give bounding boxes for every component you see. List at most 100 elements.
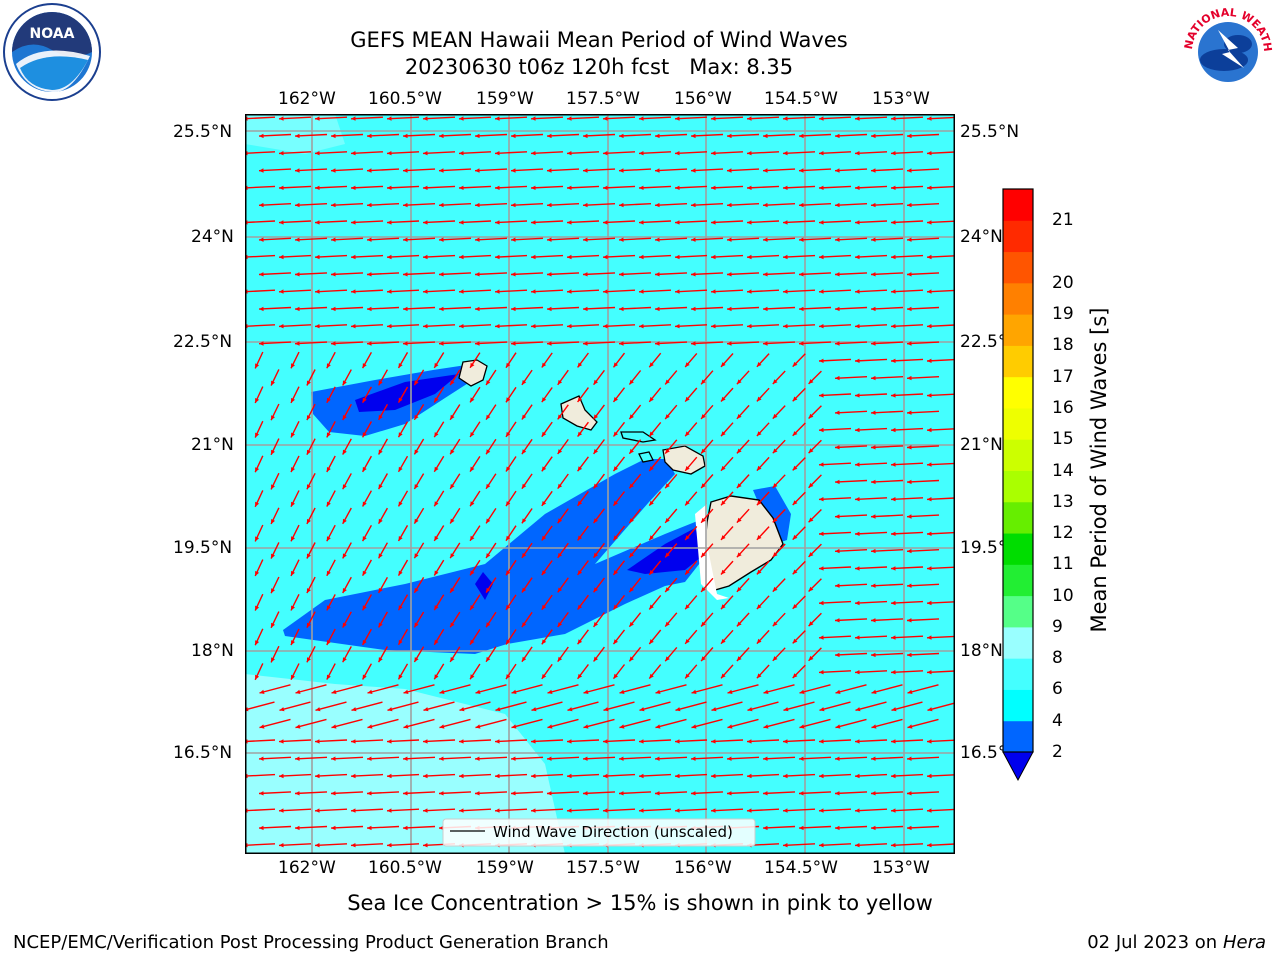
wind-wave-arrow — [258, 168, 292, 172]
footer-date-text: 02 Jul 2023 on — [1087, 932, 1223, 953]
wind-wave-arrow-head — [629, 552, 634, 558]
wind-wave-arrow — [618, 133, 652, 137]
wind-wave-arrow — [547, 684, 579, 694]
wind-wave-arrow-head — [685, 569, 690, 575]
wind-wave-arrow-head — [439, 306, 444, 312]
wind-wave-arrow-head — [315, 773, 320, 779]
wind-wave-arrow-head — [295, 756, 300, 761]
wind-wave-arrow-head — [855, 116, 860, 121]
wind-wave-arrow — [710, 220, 744, 224]
wind-wave-arrow-head — [907, 756, 912, 761]
wind-wave-arrow — [438, 168, 472, 172]
wind-wave-arrow-head — [685, 604, 690, 610]
wind-wave-arrow — [870, 168, 904, 172]
wind-wave-arrow-head — [295, 306, 300, 312]
colorbar-bin — [1003, 564, 1033, 597]
wind-wave-arrow-head — [891, 254, 896, 260]
wind-wave-arrow — [711, 701, 743, 711]
wind-wave-arrow-head — [495, 185, 500, 190]
wind-wave-arrow-head — [547, 133, 552, 139]
wind-wave-arrow — [475, 718, 507, 729]
wind-wave-arrow-head — [799, 825, 804, 831]
wind-wave-arrow — [870, 756, 904, 760]
lat-tick-right: 18°N — [960, 641, 1003, 661]
wind-wave-arrow-head — [855, 151, 860, 156]
wind-wave-arrow-head — [434, 501, 439, 507]
wind-wave-arrow-head — [855, 497, 860, 502]
wind-wave-arrow — [726, 306, 760, 310]
wind-wave-arrow-head — [259, 825, 264, 831]
wind-wave-arrow — [566, 151, 600, 155]
wind-wave-arrow-head — [271, 415, 275, 421]
wind-wave-arrow-head — [259, 306, 264, 312]
wind-wave-arrow-head — [577, 466, 583, 472]
wind-wave-arrow — [566, 116, 600, 120]
wind-wave-arrow — [330, 791, 364, 795]
wind-wave-arrow-head — [255, 398, 260, 403]
wind-wave-arrow-head — [808, 448, 814, 454]
wind-wave-arrow-head — [927, 707, 933, 712]
wind-wave-arrow — [726, 133, 760, 137]
wind-wave-arrow-head — [891, 600, 896, 606]
wind-wave-arrow-head — [721, 396, 726, 402]
wind-wave-arrow-head — [711, 254, 716, 260]
wind-wave-arrow — [690, 306, 724, 310]
wind-wave-arrow-head — [475, 689, 481, 694]
wind-wave-arrow — [818, 220, 852, 224]
wind-wave-arrow — [906, 549, 940, 552]
wind-wave-arrow-head — [907, 375, 912, 381]
wind-wave-arrow-head — [470, 466, 475, 472]
wind-wave-arrow-head — [649, 569, 654, 575]
wind-wave-arrow-head — [603, 116, 608, 121]
wind-wave-arrow-head — [619, 306, 624, 312]
wind-wave-arrow-head — [711, 707, 717, 712]
wind-wave-arrow-head — [450, 657, 455, 662]
wind-wave-arrow — [386, 116, 420, 120]
wind-wave-arrow-head — [639, 707, 645, 712]
wind-wave-arrow — [854, 773, 888, 777]
footer-host: Hera — [1222, 932, 1266, 953]
wind-wave-arrow-head — [701, 587, 706, 592]
wind-wave-arrow — [854, 635, 888, 639]
wind-wave-arrow-head — [871, 237, 876, 242]
wind-wave-arrow-head — [763, 724, 769, 729]
wind-wave-arrow-head — [403, 202, 408, 208]
wind-wave-arrow — [474, 272, 508, 276]
wind-wave-arrow-head — [306, 415, 311, 421]
wind-wave-arrow-head — [567, 773, 572, 779]
wind-wave-arrow-head — [486, 553, 491, 558]
wind-wave-arrow — [422, 116, 456, 120]
wind-wave-arrow-head — [772, 552, 778, 557]
wind-wave-arrow-head — [271, 588, 275, 594]
wind-wave-arrow — [511, 684, 543, 694]
wind-wave-arrow-head — [603, 808, 608, 813]
wind-wave-arrow-head — [531, 151, 536, 156]
wind-wave-arrow — [386, 773, 420, 777]
wind-wave-arrow-head — [891, 462, 896, 467]
wind-wave-arrow-head — [475, 341, 480, 346]
wind-wave-arrow-head — [907, 202, 912, 208]
wind-wave-arrow-head — [655, 306, 660, 312]
wind-wave-arrow-head — [531, 324, 536, 329]
colorbar-tick: 4 — [1052, 710, 1063, 731]
wind-wave-arrow — [495, 701, 527, 711]
wind-wave-arrow-head — [557, 379, 563, 385]
wind-wave-arrow — [835, 684, 867, 694]
wind-wave-arrow — [654, 237, 688, 241]
wind-wave-arrow-head — [835, 689, 841, 694]
wind-wave-arrow-head — [367, 272, 372, 277]
wind-wave-arrow-head — [434, 570, 439, 576]
wind-wave-arrow-head — [475, 168, 480, 173]
wind-wave-arrow — [854, 151, 888, 155]
wind-wave-arrow-head — [655, 168, 660, 173]
wind-wave-arrow — [314, 185, 348, 189]
wind-wave-arrow-head — [655, 689, 661, 694]
wind-wave-arrow-head — [727, 237, 732, 242]
wind-wave-arrow-head — [450, 484, 455, 489]
wind-wave-arrow — [854, 843, 888, 847]
wind-wave-arrow-head — [362, 605, 367, 611]
wind-wave-arrow-head — [434, 466, 439, 472]
wind-wave-arrow-head — [927, 116, 932, 121]
low-period-zone-kauai-core — [355, 374, 459, 412]
wind-wave-arrow-head — [541, 604, 547, 610]
